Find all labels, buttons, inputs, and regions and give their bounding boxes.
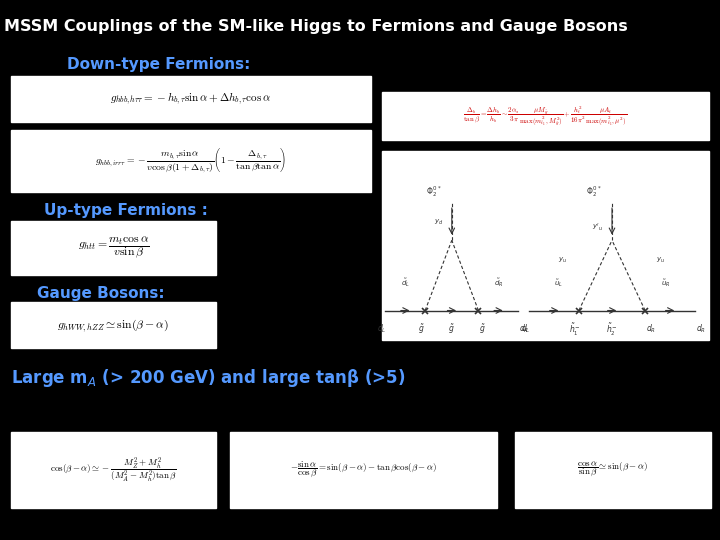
Text: $\tilde{u}_L$: $\tilde{u}_L$ <box>554 278 563 289</box>
Text: $\tilde{h}_1^-$: $\tilde{h}_1^-$ <box>570 322 581 339</box>
Text: $\Phi_2^{0\,*}$: $\Phi_2^{0\,*}$ <box>586 184 602 199</box>
Text: $\cos(\beta-\alpha) \simeq -\dfrac{M_Z^2 + M_h^2}{(M_A^2 - M_h^2)\tan\beta}$: $\cos(\beta-\alpha) \simeq -\dfrac{M_Z^2… <box>50 456 177 484</box>
Text: $\Phi_2^{0\,*}$: $\Phi_2^{0\,*}$ <box>426 184 442 199</box>
Text: $-\dfrac{\sin\alpha}{\cos\beta} = \sin(\beta-\alpha) - \tan\beta\cos(\beta-\alph: $-\dfrac{\sin\alpha}{\cos\beta} = \sin(\… <box>290 460 437 480</box>
Text: MSSM Couplings of the SM-like Higgs to Fermions and Gauge Bosons: MSSM Couplings of the SM-like Higgs to F… <box>4 19 627 34</box>
Text: $y_u$: $y_u$ <box>559 256 567 265</box>
Text: Large m$_A$ (> 200 GeV) and large tanβ (>5): Large m$_A$ (> 200 GeV) and large tanβ (… <box>11 367 405 389</box>
Text: $\dfrac{\cos\alpha}{\sin\beta} \simeq \sin(\beta-\alpha)$: $\dfrac{\cos\alpha}{\sin\beta} \simeq \s… <box>577 460 648 480</box>
Text: $d_L$: $d_L$ <box>377 322 387 335</box>
Text: $d_R$: $d_R$ <box>696 322 706 335</box>
Text: $\tilde{u}_R$: $\tilde{u}_R$ <box>660 278 670 289</box>
Text: $\dfrac{\Delta_b}{\tan\beta} = \dfrac{\Delta h_b}{h_b} \sim \dfrac{2\alpha_s}{3\: $\dfrac{\Delta_b}{\tan\beta} = \dfrac{\D… <box>464 104 627 128</box>
Text: $\tilde{d}_L$: $\tilde{d}_L$ <box>400 277 410 289</box>
Text: $g_{htt} = \dfrac{m_t\cos\alpha}{v\sin\beta}$: $g_{htt} = \dfrac{m_t\cos\alpha}{v\sin\b… <box>78 235 149 261</box>
Text: $\tilde{h}_2^-$: $\tilde{h}_2^-$ <box>606 322 618 339</box>
Text: $g_{hbb,irr\tau} = -\dfrac{m_{b,\tau}\sin\alpha}{v\cos\beta(1+\Delta_{b,\tau})}\: $g_{hbb,irr\tau} = -\dfrac{m_{b,\tau}\si… <box>95 146 287 175</box>
Bar <box>11 130 371 192</box>
Text: Down-type Fermions:: Down-type Fermions: <box>67 57 250 72</box>
Text: $y_u$: $y_u$ <box>657 256 665 265</box>
Text: $\tilde{g}$: $\tilde{g}$ <box>479 322 485 336</box>
Text: Up-type Fermions :: Up-type Fermions : <box>44 202 208 218</box>
Bar <box>11 302 216 348</box>
Text: $g_{hbb,h\tau\tau} = -h_{b,\tau}\sin\alpha + \Delta h_{b,\tau}\cos\alpha$: $g_{hbb,h\tau\tau} = -h_{b,\tau}\sin\alp… <box>110 90 271 107</box>
Text: $y'_u$: $y'_u$ <box>592 222 603 233</box>
Text: $g_{hWW,hZZ} \simeq \sin(\beta - \alpha)$: $g_{hWW,hZZ} \simeq \sin(\beta - \alpha)… <box>58 317 169 334</box>
Text: $d_L$: $d_L$ <box>521 322 531 335</box>
Text: $\tilde{d}_R$: $\tilde{d}_R$ <box>494 277 503 289</box>
Bar <box>382 151 709 340</box>
Bar <box>515 432 711 508</box>
Bar <box>11 76 371 122</box>
Bar <box>230 432 497 508</box>
Bar <box>11 221 216 275</box>
Text: $y_d$: $y_d$ <box>434 218 444 227</box>
Text: $\tilde{g}$: $\tilde{g}$ <box>418 322 425 336</box>
Text: $d_R$: $d_R$ <box>519 322 529 335</box>
Text: $d_R$: $d_R$ <box>646 322 656 335</box>
Bar <box>11 432 216 508</box>
Text: Gauge Bosons:: Gauge Bosons: <box>37 286 165 301</box>
Text: $\tilde{g}$: $\tilde{g}$ <box>449 322 455 336</box>
Bar <box>382 92 709 140</box>
